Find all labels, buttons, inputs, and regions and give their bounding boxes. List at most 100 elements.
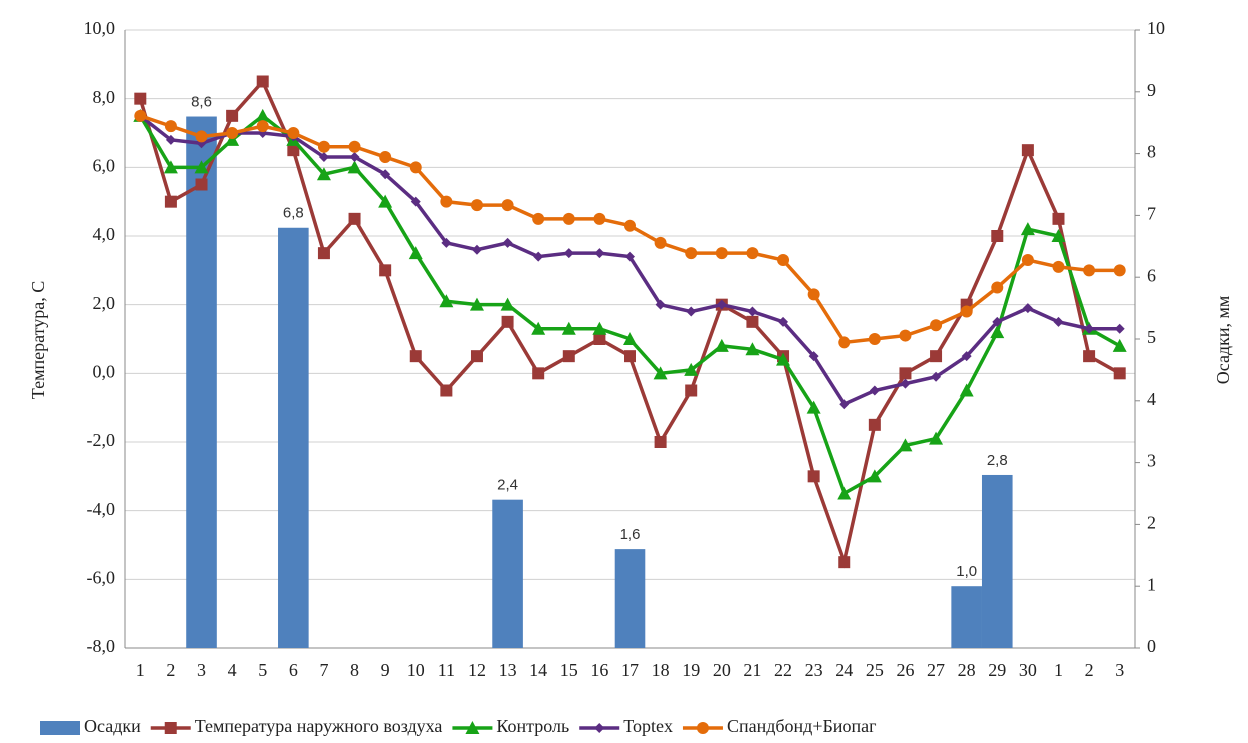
marker — [624, 219, 636, 232]
marker — [778, 316, 789, 327]
data-label: 8,6 — [191, 93, 212, 110]
legend-marker — [465, 721, 480, 734]
marker — [867, 469, 882, 483]
marker — [531, 321, 546, 335]
marker — [1113, 367, 1126, 380]
y2-axis-title: Осадки, мм — [1213, 296, 1233, 385]
x-tick-label: 15 — [560, 660, 578, 680]
bar — [492, 499, 523, 648]
x-tick-label: 4 — [228, 660, 237, 680]
marker — [868, 333, 881, 345]
data-label: 6,8 — [283, 205, 304, 222]
y-tick-label: 8,0 — [93, 87, 116, 107]
marker — [838, 556, 851, 569]
marker — [654, 236, 667, 249]
marker — [408, 246, 423, 260]
marker — [992, 316, 1003, 327]
marker — [470, 199, 483, 212]
marker — [561, 321, 576, 335]
marker — [502, 237, 513, 248]
marker — [164, 120, 177, 133]
marker — [194, 160, 209, 174]
x-tick-label: 3 — [197, 660, 206, 680]
marker — [225, 132, 240, 146]
y2-tick-label: 2 — [1147, 513, 1156, 533]
marker — [439, 294, 454, 308]
marker — [838, 336, 851, 349]
marker — [930, 350, 943, 363]
marker — [410, 196, 421, 207]
y2-tick-label: 10 — [1147, 18, 1165, 38]
x-tick-label: 25 — [866, 660, 884, 680]
marker — [899, 367, 912, 380]
marker — [532, 367, 545, 380]
marker — [929, 431, 944, 445]
marker — [899, 329, 912, 342]
marker — [961, 351, 972, 362]
legend-marker — [696, 722, 709, 734]
x-tick-label: 9 — [381, 660, 390, 680]
marker — [348, 212, 361, 225]
marker — [1020, 222, 1035, 236]
marker — [1052, 212, 1065, 225]
marker — [318, 152, 329, 163]
x-tick-label: 3 — [1115, 660, 1124, 680]
x-tick-label: 19 — [682, 660, 700, 680]
x-tick-label: 26 — [896, 660, 914, 680]
legend-label: Спандбонд+Биопаг — [727, 716, 877, 736]
y2-tick-label: 1 — [1147, 574, 1156, 594]
marker — [471, 244, 482, 255]
marker — [991, 281, 1004, 294]
legend-marker — [164, 722, 177, 734]
data-label: 2,4 — [497, 477, 518, 494]
x-tick-label: 14 — [529, 660, 547, 680]
marker — [686, 306, 697, 317]
x-tick-label: 2 — [1085, 660, 1094, 680]
y-tick-label: -4,0 — [87, 499, 116, 519]
x-tick-label: 5 — [258, 660, 267, 680]
marker — [1113, 264, 1126, 277]
marker — [195, 178, 208, 191]
x-tick-label: 1 — [136, 660, 145, 680]
marker — [500, 297, 515, 311]
marker — [226, 109, 239, 122]
marker — [777, 254, 790, 267]
marker — [653, 366, 668, 380]
y-tick-label: -2,0 — [87, 430, 116, 450]
marker — [469, 297, 484, 311]
marker — [1022, 303, 1033, 314]
marker — [624, 350, 636, 363]
marker — [746, 315, 759, 328]
x-tick-label: 23 — [805, 660, 823, 680]
marker — [959, 383, 974, 397]
marker — [685, 247, 698, 260]
x-tick-label: 22 — [774, 660, 792, 680]
marker — [1052, 260, 1065, 273]
marker — [164, 195, 177, 208]
marker — [287, 144, 300, 157]
marker — [931, 371, 942, 382]
marker — [195, 130, 208, 143]
marker — [655, 299, 666, 310]
y2-tick-label: 0 — [1147, 636, 1156, 656]
marker — [715, 247, 728, 260]
x-tick-label: 27 — [927, 660, 945, 680]
y-tick-label: 0,0 — [93, 361, 116, 381]
bar — [951, 586, 982, 648]
legend-label: Осадки — [84, 716, 141, 736]
marker — [746, 247, 759, 260]
marker — [441, 237, 452, 248]
marker — [1084, 323, 1095, 334]
marker — [563, 248, 574, 259]
marker — [256, 75, 269, 88]
x-tick-label: 7 — [319, 660, 328, 680]
marker — [347, 160, 362, 174]
y-tick-label: -6,0 — [87, 567, 116, 587]
marker — [562, 212, 575, 225]
marker — [378, 194, 393, 208]
marker — [379, 151, 392, 164]
marker — [716, 299, 727, 310]
x-tick-label: 11 — [438, 660, 455, 680]
